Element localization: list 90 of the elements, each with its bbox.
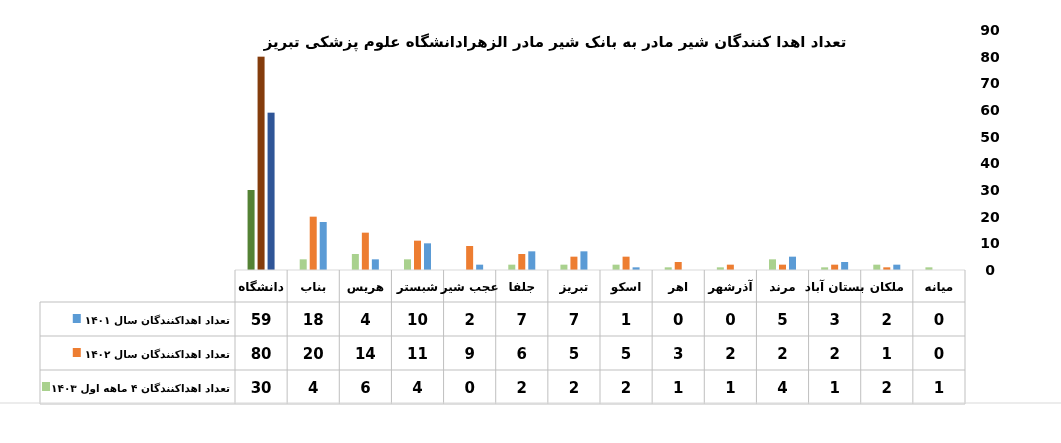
bar [414, 240, 421, 270]
y-tick-label: 50 [980, 128, 1000, 145]
data-label: 4 [777, 379, 788, 397]
bar [622, 256, 630, 270]
bar [257, 56, 265, 270]
data-label: 4 [412, 379, 423, 397]
x-tick-label: بناب [300, 280, 327, 294]
y-tick-label: 80 [980, 48, 1000, 65]
data-label: 18 [302, 311, 324, 329]
x-tick-label: ملکان [869, 280, 904, 294]
data-label: 2 [568, 379, 580, 397]
data-label: 5 [620, 345, 632, 363]
bar [789, 256, 796, 270]
x-tick-label: عجب شیر [439, 280, 499, 294]
data-label: 2 [725, 345, 736, 363]
x-tick-label: اسکو [609, 280, 642, 295]
data-label: 10 [407, 311, 428, 329]
x-tick-label: بستان آباد [804, 279, 865, 294]
data-label: 2 [516, 379, 527, 397]
data-label: 9 [464, 345, 475, 363]
chart-title: تعداد اهدا کنندگان شیر مادر به بانک شیر مادر الزهرادانشگاه علوم پزشکی تبریز [262, 33, 847, 52]
data-label: 11 [407, 345, 428, 363]
data-label: 6 [360, 379, 371, 397]
data-label: 0 [933, 345, 945, 363]
bar [309, 216, 317, 270]
legend-label: تعداد اهداکنندگان سال ۱۴۰۱ [84, 314, 231, 326]
bar [580, 251, 588, 270]
x-tick-label: اهر [667, 280, 689, 294]
bar [267, 112, 275, 270]
data-label: 59 [250, 311, 272, 329]
data-label: 3 [673, 345, 684, 363]
data-label: 14 [354, 345, 376, 363]
x-tick-label: مرند [769, 280, 796, 294]
bar [371, 259, 379, 270]
legend-label: تعداد اهداکنندگان ۴ ماهه اول ۱۴۰۳ [51, 382, 231, 395]
bar [518, 254, 526, 270]
data-label: 80 [250, 345, 272, 363]
data-label: 2 [829, 345, 840, 363]
data-label: 1 [829, 379, 840, 397]
data-label: 30 [250, 379, 272, 397]
data-label: 4 [308, 379, 319, 397]
bar [769, 259, 776, 270]
bar [466, 246, 474, 270]
x-tick-label: آذرشهر [707, 279, 754, 294]
x-tick-label: هریس [346, 280, 384, 294]
data-label: 2 [620, 379, 632, 397]
y-tick-label: 0 [985, 262, 996, 278]
y-tick-label: 40 [980, 155, 1000, 172]
data-label: 0 [673, 311, 684, 329]
x-tick-label: جلفا [508, 280, 536, 294]
data-label: 1 [620, 311, 632, 329]
bar [319, 222, 327, 270]
data-label: 4 [360, 311, 371, 329]
data-label: 7 [516, 311, 527, 329]
bar [404, 259, 411, 270]
bar [570, 256, 578, 270]
x-tick-label: میانه [924, 280, 954, 294]
y-tick-label: 90 [980, 22, 1000, 38]
data-label: 0 [464, 379, 475, 397]
bar [361, 232, 369, 270]
data-label: 0 [725, 311, 736, 329]
y-tick-label: 10 [980, 235, 1000, 252]
y-tick-label: 60 [980, 102, 1000, 118]
data-label: 1 [725, 379, 736, 397]
x-tick-label: شبستر [395, 280, 439, 294]
data-label: 20 [302, 345, 324, 363]
y-tick-label: 30 [980, 182, 1000, 198]
x-tick-label: دانشگاه [238, 280, 284, 294]
data-label: 1 [881, 345, 892, 363]
y-tick-label: 20 [980, 208, 1000, 225]
data-label: 1 [933, 379, 945, 397]
data-label: 3 [829, 311, 840, 329]
data-label: 6 [516, 345, 527, 363]
data-label: 0 [933, 311, 945, 329]
data-label: 5 [568, 345, 580, 363]
bar [299, 259, 307, 270]
data-label: 2 [777, 345, 788, 363]
data-label: 2 [881, 379, 892, 397]
data-label: 1 [673, 379, 684, 397]
y-tick-label: 70 [980, 75, 1000, 92]
bar [247, 190, 255, 270]
data-label: 2 [881, 311, 892, 329]
bar [424, 243, 431, 270]
data-label: 5 [777, 311, 788, 329]
x-tick-label: تبریز [558, 280, 589, 294]
data-label: 7 [568, 311, 580, 329]
legend-label: تعداد اهداکنندگان سال ۱۴۰۲ [84, 348, 231, 360]
bar [528, 251, 536, 270]
data-label: 2 [464, 311, 475, 329]
bar [351, 254, 359, 270]
